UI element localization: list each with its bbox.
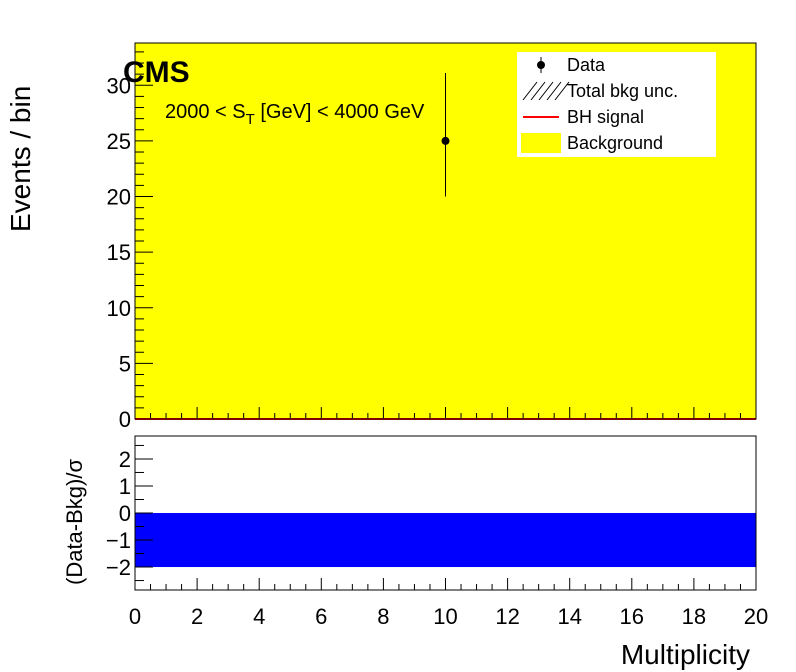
residual-band — [135, 513, 756, 568]
legend-hatch-line — [530, 81, 546, 101]
data-point — [441, 136, 450, 145]
legend-entry-label: Background — [567, 133, 663, 153]
lower-y-tick-label: −2 — [106, 555, 131, 580]
legend-hatch-line — [546, 81, 562, 101]
y-axis-title: Events / bin — [5, 86, 36, 232]
x-tick-label: 2 — [191, 604, 203, 629]
x-tick-label: 16 — [620, 604, 644, 629]
legend-entry-label: BH signal — [567, 107, 644, 127]
legend-hatch-line — [554, 81, 570, 101]
y-tick-label: 0 — [119, 407, 131, 432]
lower-y-axis-title: (Data-Bkg)/σ — [62, 459, 87, 585]
x-axis-title: Multiplicity — [621, 639, 750, 670]
legend-entry-label: Data — [567, 55, 606, 75]
legend-data-marker — [537, 61, 545, 69]
x-tick-label: 10 — [433, 604, 457, 629]
y-tick-label: 30 — [107, 73, 131, 98]
legend-hatch-line — [522, 81, 538, 101]
legend-hatch-line — [538, 81, 554, 101]
lower-y-tick-label: 2 — [119, 447, 131, 472]
x-tick-label: 14 — [557, 604, 581, 629]
legend: Data Total bkg unc. BH signal Background — [517, 52, 716, 157]
legend-entry-label: Total bkg unc. — [567, 81, 678, 101]
x-tick-label: 8 — [377, 604, 389, 629]
selection-label: 2000 < ST [GeV] < 4000 GeV — [165, 101, 425, 128]
lower-y-tick-label: 0 — [119, 501, 131, 526]
y-tick-label: 5 — [119, 351, 131, 376]
x-tick-label: 6 — [315, 604, 327, 629]
legend-background-swatch — [521, 133, 561, 153]
y-tick-label: 15 — [107, 240, 131, 265]
x-tick-label: 18 — [682, 604, 706, 629]
y-tick-label: 25 — [107, 129, 131, 154]
x-tick-label: 20 — [744, 604, 768, 629]
y-tick-label: 20 — [107, 185, 131, 210]
cms-label: CMS — [123, 56, 190, 89]
lower-y-tick-label: 1 — [119, 474, 131, 499]
lower-y-tick-label: −1 — [106, 528, 131, 553]
x-tick-label: 0 — [129, 604, 141, 629]
x-tick-label: 12 — [495, 604, 519, 629]
y-tick-label: 10 — [107, 296, 131, 321]
x-tick-label: 4 — [253, 604, 265, 629]
